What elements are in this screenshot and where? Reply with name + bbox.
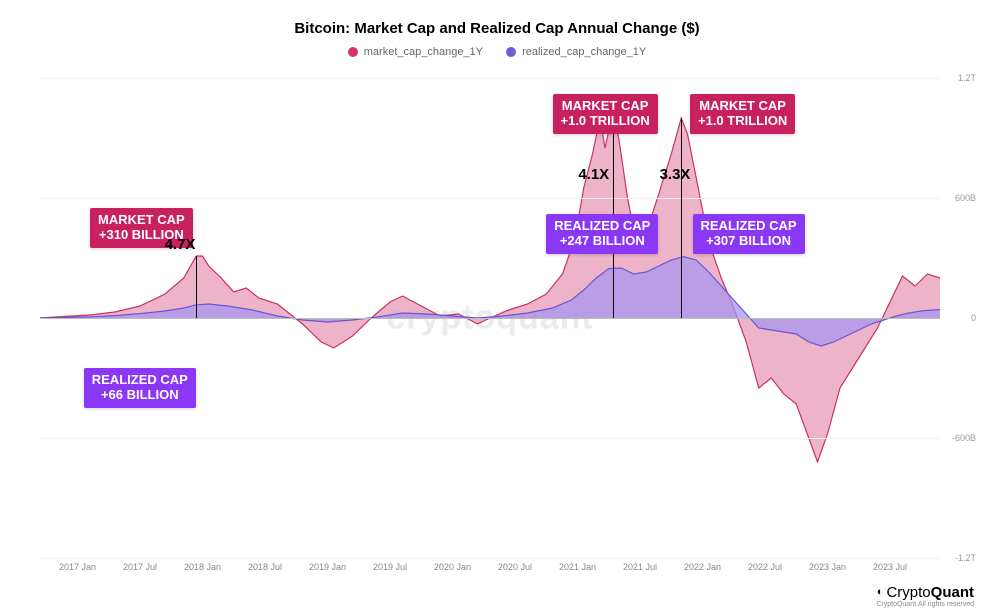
x-tick-label: 2020 Jul (498, 562, 532, 572)
footer-brand-bold: Quant (931, 584, 974, 601)
chart-container: Bitcoin: Market Cap and Realized Cap Ann… (0, 0, 994, 616)
multiplier-label: 4.7X (165, 236, 196, 253)
legend-item-realized-cap: realized_cap_change_1Y (506, 46, 646, 58)
legend-label: market_cap_change_1Y (364, 46, 483, 58)
peak-line (196, 256, 197, 318)
annotation-mc_2021b: MARKET CAP +1.0 TRILLION (690, 94, 795, 134)
annotation-rc_2021a: REALIZED CAP +247 BILLION (546, 214, 658, 254)
x-tick-label: 2017 Jan (59, 562, 96, 572)
x-tick-label: 2018 Jul (248, 562, 282, 572)
plot-area: cryptoquant 1.2T600B0-600B-1.2T2017 Jan2… (40, 78, 940, 558)
annotation-mc_2021a: MARKET CAP +1.0 TRILLION (553, 94, 658, 134)
annotation-rc_2021b: REALIZED CAP +307 BILLION (693, 214, 805, 254)
legend-swatch (348, 47, 358, 57)
gridline (40, 438, 940, 439)
x-tick-label: 2022 Jan (684, 562, 721, 572)
x-tick-label: 2017 Jul (123, 562, 157, 572)
footer-logo: ◐ CryptoQuant (876, 584, 974, 601)
multiplier-label: 3.3X (660, 166, 691, 183)
chart-title: Bitcoin: Market Cap and Realized Cap Ann… (0, 20, 994, 37)
y-tick-label: 0 (971, 313, 976, 323)
x-tick-label: 2018 Jan (184, 562, 221, 572)
x-tick-label: 2019 Jan (309, 562, 346, 572)
footer-brand-light: Crypto (886, 584, 930, 601)
footer: ◐ CryptoQuant CryptoQuant.All rights res… (876, 584, 974, 608)
x-tick-label: 2023 Jan (809, 562, 846, 572)
legend-label: realized_cap_change_1Y (522, 46, 646, 58)
y-tick-label: 1.2T (958, 73, 976, 83)
x-tick-label: 2021 Jan (559, 562, 596, 572)
annotation-rc_2017: REALIZED CAP +66 BILLION (84, 368, 196, 408)
x-tick-label: 2022 Jul (748, 562, 782, 572)
zero-line (40, 318, 940, 319)
legend-item-market-cap: market_cap_change_1Y (348, 46, 483, 58)
gridline (40, 198, 940, 199)
x-tick-label: 2023 Jul (873, 562, 907, 572)
gridline (40, 558, 940, 559)
legend: market_cap_change_1Y realized_cap_change… (0, 46, 994, 60)
y-tick-label: -1.2T (955, 553, 976, 563)
y-tick-label: 600B (955, 193, 976, 203)
footer-sub: CryptoQuant.All rights reserved (876, 601, 974, 608)
series-area-market_cap_change_1Y (40, 114, 940, 462)
legend-swatch (506, 47, 516, 57)
x-tick-label: 2020 Jan (434, 562, 471, 572)
multiplier-label: 4.1X (578, 166, 609, 183)
peak-line (681, 118, 682, 318)
gridline (40, 78, 940, 79)
x-tick-label: 2019 Jul (373, 562, 407, 572)
x-tick-label: 2021 Jul (623, 562, 657, 572)
y-tick-label: -600B (952, 433, 976, 443)
